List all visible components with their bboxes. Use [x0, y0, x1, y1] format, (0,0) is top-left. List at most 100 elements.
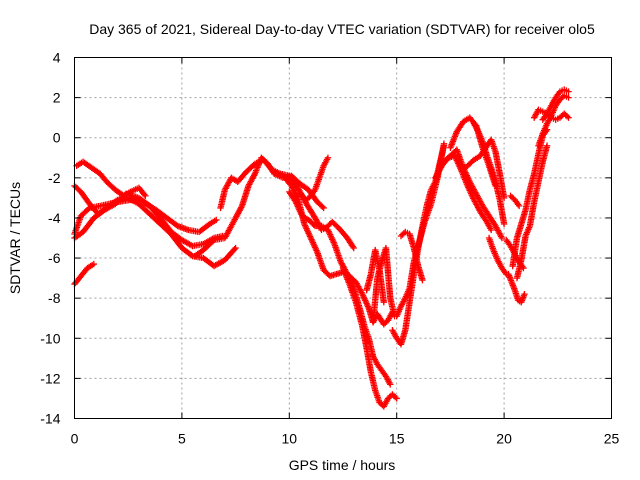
point-trail	[229, 175, 240, 185]
data-series-5	[71, 260, 98, 288]
point-trail	[282, 175, 294, 188]
point-trail	[544, 114, 554, 126]
point-trail	[158, 221, 174, 237]
point-trail	[385, 310, 395, 322]
point-trail	[287, 190, 299, 204]
data-point	[498, 234, 506, 242]
point-trail	[259, 155, 270, 166]
y-tick-label: -6	[48, 250, 61, 266]
point-trail	[495, 258, 505, 270]
point-trail	[228, 216, 238, 228]
point-trail	[518, 234, 529, 262]
point-trail	[147, 211, 163, 227]
point-trail	[193, 247, 206, 259]
point-trail	[535, 160, 546, 184]
y-tick-label: 4	[53, 50, 61, 66]
data-point	[387, 381, 394, 388]
point-trail	[85, 261, 96, 271]
point-trail	[379, 368, 389, 379]
point-trail	[80, 216, 97, 234]
point-trail	[154, 207, 169, 221]
y-tick-label: -8	[48, 290, 61, 306]
point-trail	[168, 232, 185, 250]
point-trail	[336, 226, 350, 240]
point-trail	[300, 213, 311, 223]
point-trail	[306, 217, 317, 228]
point-trail	[272, 171, 285, 181]
data-series-26	[513, 142, 551, 282]
x-tick-label: 10	[282, 431, 298, 447]
point-trail	[136, 201, 152, 217]
data-point	[419, 276, 426, 284]
point-trail	[509, 236, 520, 268]
point-trail	[308, 236, 320, 254]
point-trail	[480, 204, 492, 218]
point-trail	[308, 188, 318, 198]
point-trail	[328, 271, 339, 279]
point-trail	[345, 236, 357, 250]
point-trail	[381, 396, 391, 409]
point-trail	[293, 200, 305, 218]
x-tick-label: 0	[71, 431, 79, 447]
data-point	[350, 244, 357, 252]
point-trail	[402, 286, 413, 300]
point-trail	[411, 246, 421, 268]
data-series-27	[507, 192, 523, 210]
point-trail	[386, 392, 395, 401]
point-trail	[512, 198, 522, 208]
data-point	[440, 140, 448, 147]
point-trail	[78, 205, 92, 218]
point-trail	[504, 238, 513, 248]
data-point	[324, 154, 332, 161]
y-tick-label: -2	[48, 170, 61, 186]
point-trail	[558, 111, 567, 120]
point-trail	[523, 224, 533, 238]
point-trail	[217, 188, 228, 210]
point-trail	[490, 248, 501, 262]
y-tick-label: -14	[40, 411, 60, 427]
point-trail	[319, 223, 330, 233]
point-trail	[531, 180, 542, 204]
point-trail	[496, 172, 508, 200]
data-point	[565, 94, 572, 101]
point-trail	[486, 214, 498, 228]
point-trail	[531, 152, 542, 176]
point-trail	[104, 179, 118, 192]
point-trail	[442, 153, 453, 164]
point-trail	[289, 173, 303, 186]
point-trail	[298, 181, 311, 193]
data-series-15	[393, 140, 448, 320]
data-point	[488, 226, 495, 234]
point-trail	[382, 318, 390, 327]
data-point	[213, 216, 220, 224]
point-trail	[201, 237, 217, 253]
y-tick-label: -4	[48, 210, 61, 226]
point-trail	[499, 266, 509, 276]
point-trail	[428, 176, 441, 206]
point-trail	[289, 184, 301, 200]
point-trail	[321, 156, 331, 168]
point-trail	[78, 190, 92, 206]
point-trail	[222, 246, 238, 263]
data-series-11	[339, 264, 400, 410]
point-trail	[96, 205, 109, 217]
point-trail	[467, 180, 479, 196]
point-trail	[265, 162, 277, 176]
point-trail	[359, 292, 372, 310]
data-point	[320, 204, 327, 212]
point-trail	[72, 229, 85, 241]
point-trail	[313, 222, 324, 230]
point-trail	[406, 272, 417, 304]
point-trail	[422, 202, 434, 224]
point-trail	[382, 246, 394, 300]
point-trail	[415, 220, 428, 248]
data-series-18	[440, 146, 506, 242]
point-trail	[514, 258, 525, 280]
point-trail	[246, 172, 258, 188]
data-series-13	[369, 244, 398, 326]
point-trail	[472, 153, 483, 162]
data-point	[521, 290, 528, 298]
point-trail	[346, 282, 359, 304]
point-trail	[321, 268, 333, 279]
point-trail	[383, 374, 393, 387]
